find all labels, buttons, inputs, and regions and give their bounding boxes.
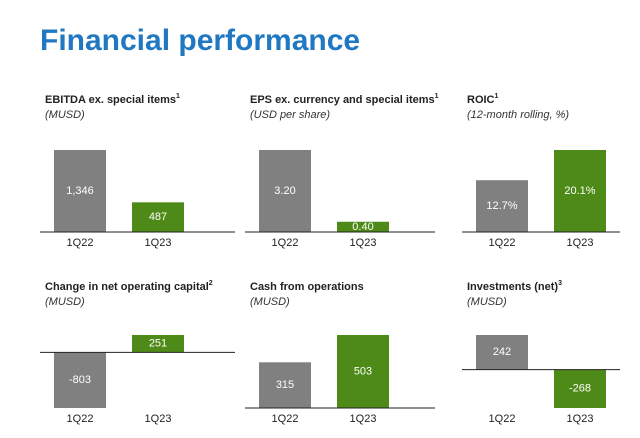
bar	[54, 352, 106, 408]
value-label: 503	[354, 365, 372, 377]
bar	[476, 180, 528, 232]
chart-subtitle: (MUSD)	[250, 296, 290, 308]
bar	[476, 335, 528, 370]
category-label: 1Q22	[272, 237, 299, 249]
chart-title: Change in net operating capital2	[45, 280, 213, 293]
category-label: 1Q22	[67, 413, 94, 425]
bar	[54, 150, 106, 232]
category-label: 1Q22	[489, 237, 516, 249]
footnote-mark: 3	[558, 280, 562, 287]
category-label: 1Q23	[145, 237, 172, 249]
bar	[554, 369, 606, 408]
chart-subtitle: (12-month rolling, %)	[467, 109, 569, 121]
value-label: 12.7%	[486, 200, 517, 212]
bar-chart: ROIC1 (12-month rolling, %) 12.7% 1Q22 20.1%…	[462, 93, 620, 249]
value-label: -268	[569, 383, 591, 395]
bar	[337, 221, 389, 232]
category-label: 1Q23	[350, 413, 377, 425]
chart-title: ROIC1	[467, 93, 499, 106]
slide-title: Financial performance	[40, 24, 360, 57]
footnote-mark: 1	[176, 93, 180, 100]
value-label: 487	[149, 211, 167, 223]
category-label: 1Q23	[350, 237, 377, 249]
category-label: 1Q23	[145, 413, 172, 425]
value-label: 3.20	[274, 185, 295, 197]
footnote-mark: 1	[495, 93, 499, 100]
chart-title-text: EPS ex. currency and special items	[250, 94, 435, 106]
category-label: 1Q23	[567, 237, 594, 249]
chart-title-text: Change in net operating capital	[45, 281, 209, 293]
chart-title: EPS ex. currency and special items1	[250, 93, 439, 106]
value-label: 251	[149, 338, 167, 350]
footnote-mark: 1	[435, 93, 439, 100]
value-label: 242	[493, 346, 511, 358]
footnote-mark: 2	[209, 280, 213, 287]
bar-chart: EPS ex. currency and special items1 (USD …	[245, 93, 439, 249]
bar	[554, 150, 606, 232]
chart-title-text: ROIC	[467, 94, 495, 106]
bar	[259, 150, 311, 232]
chart-title-text: Investments (net)	[467, 281, 558, 293]
category-label: 1Q22	[272, 413, 299, 425]
bar-chart: EBITDA ex. special items1 (MUSD) 1,346 1Q22…	[40, 93, 235, 249]
chart-title: Cash from operations	[250, 281, 364, 293]
bar	[337, 335, 389, 408]
bar	[132, 335, 184, 353]
chart-subtitle: (MUSD)	[467, 296, 507, 308]
value-label: 1,346	[66, 185, 94, 197]
category-label: 1Q22	[489, 413, 516, 425]
value-label: 0.40	[352, 221, 373, 233]
chart-title: EBITDA ex. special items1	[45, 93, 180, 106]
chart-subtitle: (MUSD)	[45, 109, 85, 121]
chart-title-text: Cash from operations	[250, 281, 364, 293]
bar	[259, 362, 311, 408]
bar-chart: Change in net operating capital2 (MUSD) -8…	[40, 280, 235, 425]
chart-subtitle: (MUSD)	[45, 296, 85, 308]
value-label: -803	[69, 374, 91, 386]
bar-chart: Investments (net)3 (MUSD) 242 1Q22 -268 1Q23	[462, 280, 620, 425]
bar-chart: Cash from operations (MUSD) 315 1Q22 503 1Q23	[245, 281, 435, 425]
chart-title-text: EBITDA ex. special items	[45, 94, 176, 106]
value-label: 315	[276, 379, 294, 391]
chart-title: Investments (net)3	[467, 280, 562, 293]
category-label: 1Q23	[567, 413, 594, 425]
category-label: 1Q22	[67, 237, 94, 249]
chart-subtitle: (USD per share)	[250, 109, 330, 121]
bar	[132, 202, 184, 232]
value-label: 20.1%	[564, 185, 595, 197]
